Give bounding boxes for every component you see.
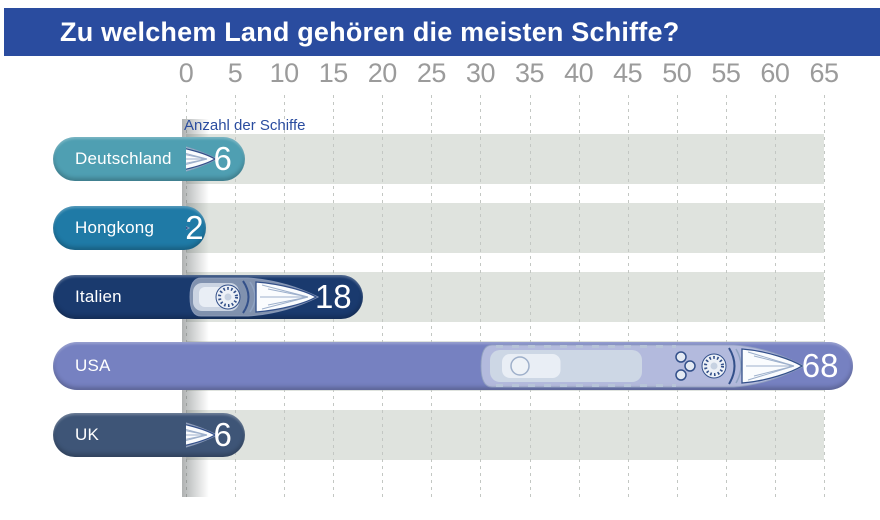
x-tick-label: 55 <box>711 58 741 88</box>
x-tick-label: 60 <box>760 58 790 88</box>
gridline <box>480 95 481 497</box>
ship-graphic-clip <box>186 340 806 392</box>
bar-value: 18 <box>314 278 352 315</box>
gridline <box>579 95 580 497</box>
gridline <box>530 95 531 497</box>
bar-hongkong: Hongkong <box>53 206 206 250</box>
row-band <box>186 410 824 460</box>
x-tick-label: 30 <box>465 58 496 88</box>
cruise-ship-icon <box>186 422 219 448</box>
x-tick-label: 35 <box>515 58 545 88</box>
bar-value: 2 <box>185 209 204 246</box>
x-tick-label: 5 <box>227 58 243 88</box>
gridline <box>726 95 727 497</box>
x-tick-label: 65 <box>809 58 839 88</box>
gridline <box>431 95 432 497</box>
x-axis-caption: Anzahl der Schiffe <box>184 117 306 134</box>
x-tick-label: 10 <box>269 58 300 88</box>
bar-value: 68 <box>801 347 839 384</box>
bar-uk: UK <box>53 413 245 457</box>
cruise-ship-icon <box>186 226 190 230</box>
gridline <box>824 95 825 497</box>
bar-category-label: Hongkong <box>75 218 155 237</box>
bar-category-label: UK <box>75 425 100 444</box>
bar-category-label: USA <box>75 356 111 375</box>
cruise-ship-icon <box>186 146 219 172</box>
gridline <box>677 95 678 497</box>
row-band <box>186 134 824 184</box>
x-tick-label: 40 <box>564 58 594 88</box>
bar-category-label: Italien <box>75 287 122 306</box>
x-tick-label: 20 <box>367 58 398 88</box>
bar-category-label: Deutschland <box>75 149 172 168</box>
x-tick-label: 25 <box>416 58 447 88</box>
bar-value: 6 <box>213 416 232 453</box>
x-tick-label: 45 <box>613 58 643 88</box>
chart-title: Zu welchem Land gehören die meisten Schi… <box>60 16 680 47</box>
gridline <box>382 95 383 497</box>
row-band <box>186 203 824 253</box>
ship-graphic-clip <box>186 409 219 461</box>
cruise-ship-icon <box>189 277 319 317</box>
bar-value: 6 <box>213 140 232 177</box>
x-tick-label: 50 <box>662 58 692 88</box>
x-tick-label: 0 <box>178 58 194 88</box>
cruise-ship-icon <box>480 344 806 388</box>
ship-graphic-clip <box>186 133 219 185</box>
title-bar: Zu welchem Land gehören die meisten Schi… <box>4 8 880 56</box>
ship-graphic-clip <box>186 202 191 254</box>
x-tick-label: 15 <box>318 58 349 88</box>
gridline <box>628 95 629 497</box>
gridline <box>775 95 776 497</box>
ship-graphic-clip <box>186 271 320 323</box>
